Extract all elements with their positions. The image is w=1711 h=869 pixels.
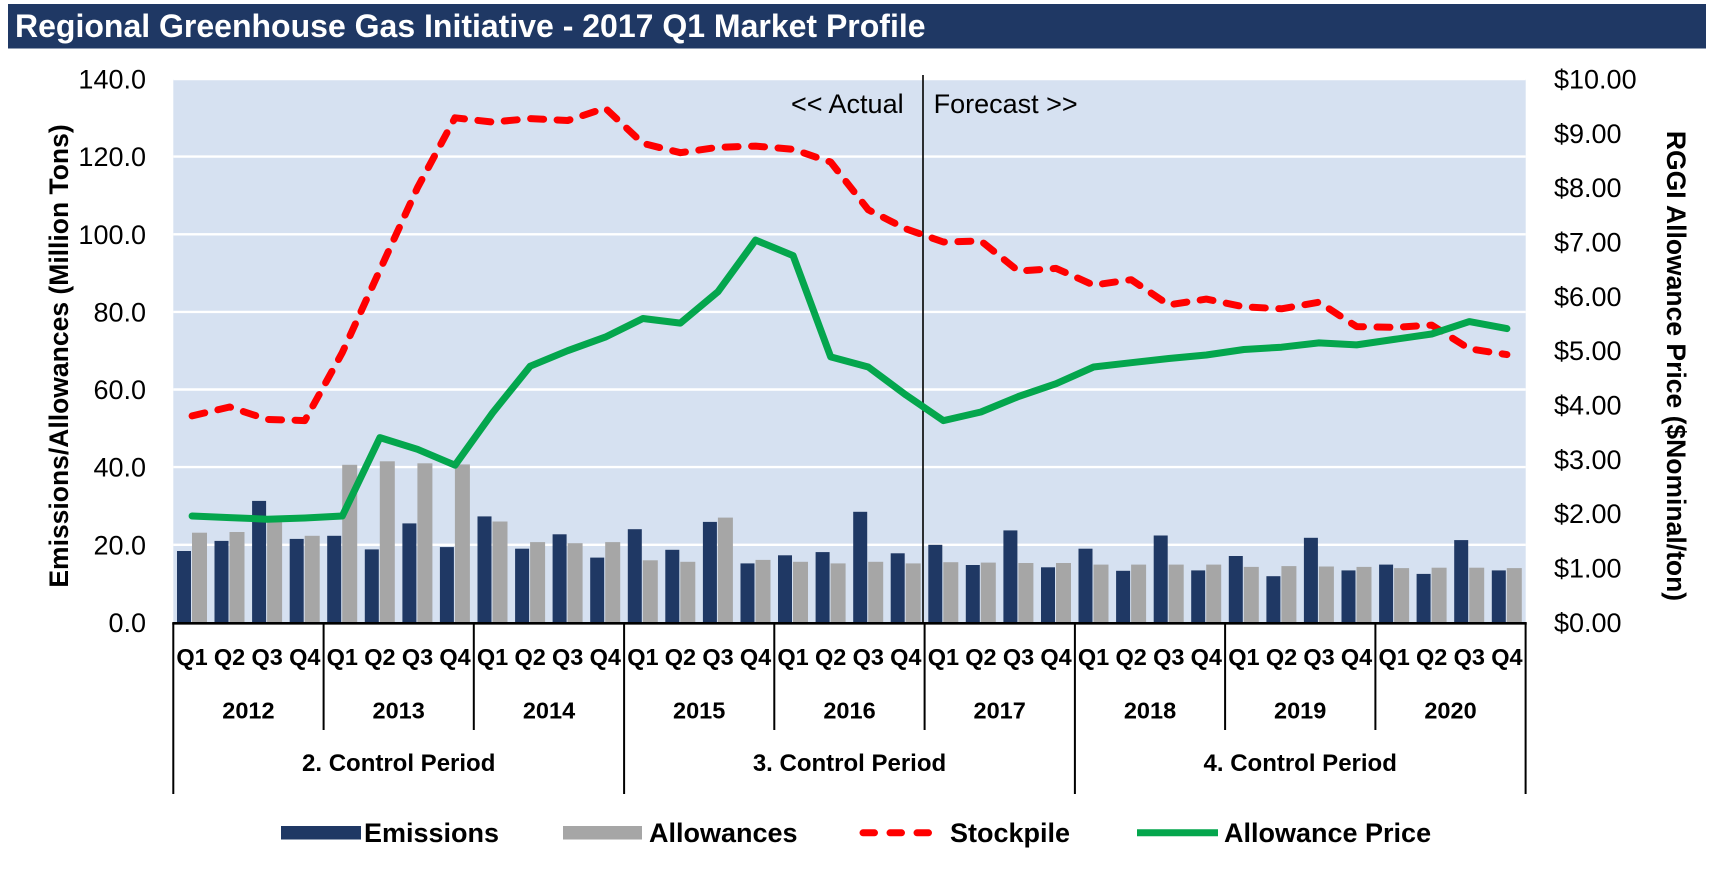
svg-text:Q2: Q2 — [214, 644, 245, 670]
svg-text:Q4: Q4 — [439, 644, 470, 670]
svg-text:2015: 2015 — [673, 698, 725, 724]
svg-text:2012: 2012 — [222, 698, 274, 724]
svg-text:Q2: Q2 — [965, 644, 996, 670]
svg-text:40.0: 40.0 — [93, 453, 146, 483]
svg-text:Allowance Price: Allowance Price — [1224, 818, 1431, 848]
svg-text:2016: 2016 — [823, 698, 875, 724]
svg-text:Q4: Q4 — [590, 644, 621, 670]
svg-text:$6.00: $6.00 — [1554, 282, 1622, 312]
svg-text:Q1: Q1 — [1228, 644, 1259, 670]
svg-text:Q1: Q1 — [627, 644, 658, 670]
svg-text:Q1: Q1 — [1379, 644, 1410, 670]
svg-text:2014: 2014 — [523, 698, 575, 724]
svg-text:$0.00: $0.00 — [1554, 608, 1622, 638]
svg-text:Stockpile: Stockpile — [950, 818, 1070, 848]
svg-text:60.0: 60.0 — [93, 375, 146, 405]
svg-text:2019: 2019 — [1274, 698, 1326, 724]
svg-text:Q1: Q1 — [176, 644, 207, 670]
svg-text:Q4: Q4 — [289, 644, 320, 670]
svg-text:4. Control Period: 4. Control Period — [1204, 750, 1397, 777]
svg-text:140.0: 140.0 — [78, 65, 146, 95]
svg-text:100.0: 100.0 — [78, 220, 146, 250]
svg-text:2. Control Period: 2. Control Period — [302, 750, 495, 777]
svg-text:Q2: Q2 — [364, 644, 395, 670]
svg-text:$8.00: $8.00 — [1554, 173, 1622, 203]
svg-text:Q1: Q1 — [928, 644, 959, 670]
svg-text:Q2: Q2 — [815, 644, 846, 670]
svg-text:3. Control Period: 3. Control Period — [753, 750, 946, 777]
svg-text:Q3: Q3 — [252, 644, 283, 670]
svg-text:Q1: Q1 — [777, 644, 808, 670]
svg-text:Regional Greenhouse Gas Initia: Regional Greenhouse Gas Initiative - 201… — [15, 8, 926, 44]
svg-text:Q4: Q4 — [1491, 644, 1522, 670]
svg-text:Q3: Q3 — [1153, 644, 1184, 670]
svg-text:Q2: Q2 — [1116, 644, 1147, 670]
svg-text:Q1: Q1 — [327, 644, 358, 670]
svg-text:120.0: 120.0 — [78, 142, 146, 172]
svg-text:$1.00: $1.00 — [1554, 554, 1622, 584]
svg-text:Forecast >>: Forecast >> — [934, 89, 1078, 119]
svg-text:<< Actual: << Actual — [791, 89, 904, 119]
svg-text:Emissions/Allowances (Million: Emissions/Allowances (Million Tons) — [44, 124, 74, 587]
svg-text:Q4: Q4 — [1191, 644, 1222, 670]
svg-text:Q3: Q3 — [1003, 644, 1034, 670]
svg-text:Q3: Q3 — [1454, 644, 1485, 670]
svg-text:Q2: Q2 — [515, 644, 546, 670]
svg-text:RGGI Allowance Price ($Nominal: RGGI Allowance Price ($Nominal/ton) — [1661, 131, 1691, 601]
svg-text:Q2: Q2 — [665, 644, 696, 670]
svg-text:Q3: Q3 — [702, 644, 733, 670]
svg-text:Allowances: Allowances — [649, 818, 798, 848]
svg-text:Q1: Q1 — [477, 644, 508, 670]
svg-text:Q4: Q4 — [1040, 644, 1071, 670]
svg-text:Q4: Q4 — [740, 644, 771, 670]
svg-text:Q2: Q2 — [1416, 644, 1447, 670]
svg-text:Q2: Q2 — [1266, 644, 1297, 670]
svg-text:Emissions: Emissions — [364, 818, 499, 848]
svg-text:$2.00: $2.00 — [1554, 499, 1622, 529]
svg-text:$7.00: $7.00 — [1554, 228, 1622, 258]
svg-text:80.0: 80.0 — [93, 297, 146, 327]
svg-text:$10.00: $10.00 — [1554, 65, 1637, 95]
svg-text:2013: 2013 — [373, 698, 425, 724]
svg-text:$4.00: $4.00 — [1554, 391, 1622, 421]
svg-text:Q3: Q3 — [552, 644, 583, 670]
svg-text:Q3: Q3 — [853, 644, 884, 670]
svg-text:$9.00: $9.00 — [1554, 119, 1622, 149]
svg-text:Q4: Q4 — [890, 644, 921, 670]
svg-text:20.0: 20.0 — [93, 530, 146, 560]
svg-text:2017: 2017 — [974, 698, 1026, 724]
svg-text:Q3: Q3 — [1303, 644, 1334, 670]
svg-text:2018: 2018 — [1124, 698, 1176, 724]
svg-text:0.0: 0.0 — [108, 608, 146, 638]
svg-text:Q1: Q1 — [1078, 644, 1109, 670]
svg-text:$3.00: $3.00 — [1554, 445, 1622, 475]
svg-text:$5.00: $5.00 — [1554, 336, 1622, 366]
svg-text:2020: 2020 — [1424, 698, 1476, 724]
svg-text:Q4: Q4 — [1341, 644, 1372, 670]
svg-text:Q3: Q3 — [402, 644, 433, 670]
